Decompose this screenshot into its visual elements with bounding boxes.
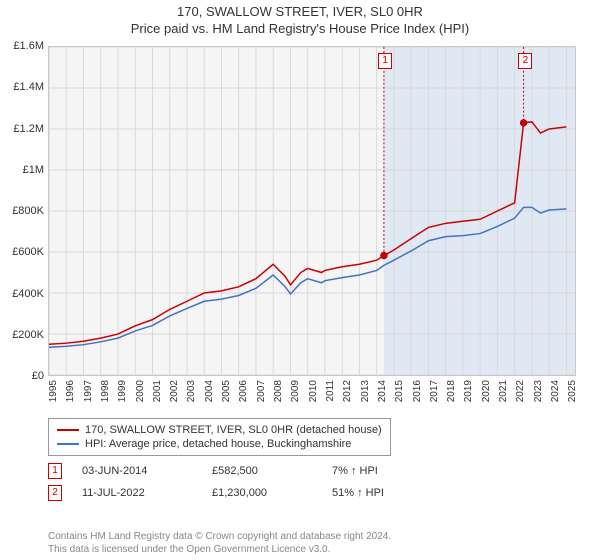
x-tick-label: 2003 — [186, 380, 197, 402]
chart-plot-area: 12 — [48, 46, 576, 376]
legend-box: 170, SWALLOW STREET, IVER, SL0 0HR (deta… — [48, 418, 391, 456]
x-tick-label: 2008 — [273, 380, 284, 402]
x-tick-label: 1997 — [83, 380, 94, 402]
footer-line-1: Contains HM Land Registry data © Crown c… — [48, 530, 576, 543]
footer: Contains HM Land Registry data © Crown c… — [48, 530, 576, 556]
legend-swatch — [57, 429, 79, 431]
chart-svg — [49, 47, 575, 375]
transaction-date: 03-JUN-2014 — [82, 465, 192, 477]
y-tick-label: £1.2M — [13, 123, 44, 135]
x-tick-label: 1998 — [100, 380, 111, 402]
marker-label: 2 — [518, 53, 532, 69]
x-tick-label: 2009 — [290, 380, 301, 402]
y-tick-label: £0 — [32, 370, 44, 382]
x-tick-label: 2007 — [256, 380, 267, 402]
marker-label: 1 — [378, 53, 392, 69]
legend-swatch — [57, 443, 79, 445]
y-tick-label: £1M — [23, 164, 44, 176]
x-tick-label: 2011 — [325, 380, 336, 402]
transaction-marker: 1 — [48, 463, 62, 479]
x-tick-label: 2016 — [412, 380, 423, 402]
x-tick-label: 2018 — [446, 380, 457, 402]
transaction-pct: 51% ↑ HPI — [332, 487, 412, 499]
transaction-row: 2 11-JUL-2022 £1,230,000 51% ↑ HPI — [48, 482, 576, 504]
y-tick-label: £1.4M — [13, 81, 44, 93]
transaction-pct: 7% ↑ HPI — [332, 465, 412, 477]
x-tick-label: 2020 — [481, 380, 492, 402]
legend-label: 170, SWALLOW STREET, IVER, SL0 0HR (deta… — [85, 424, 382, 436]
x-tick-label: 2006 — [238, 380, 249, 402]
x-tick-label: 1999 — [117, 380, 128, 402]
transaction-price: £582,500 — [212, 465, 312, 477]
x-tick-label: 2023 — [533, 380, 544, 402]
legend-label: HPI: Average price, detached house, Buck… — [85, 438, 351, 450]
x-tick-label: 2000 — [135, 380, 146, 402]
y-axis: £0£200K£400K£600K£800K£1M£1.2M£1.4M£1.6M — [0, 46, 48, 376]
y-tick-label: £400K — [12, 288, 44, 300]
x-tick-label: 1996 — [65, 380, 76, 402]
y-tick-label: £800K — [12, 205, 44, 217]
legend-item: 170, SWALLOW STREET, IVER, SL0 0HR (deta… — [57, 423, 382, 437]
x-tick-label: 2002 — [169, 380, 180, 402]
x-tick-label: 2017 — [429, 380, 440, 402]
x-tick-label: 2005 — [221, 380, 232, 402]
x-tick-label: 2013 — [360, 380, 371, 402]
x-tick-label: 2025 — [567, 380, 578, 402]
x-tick-label: 2001 — [152, 380, 163, 402]
x-tick-label: 2015 — [394, 380, 405, 402]
transaction-date: 11-JUL-2022 — [82, 487, 192, 499]
x-tick-label: 2012 — [342, 380, 353, 402]
transaction-price: £1,230,000 — [212, 487, 312, 499]
x-tick-label: 2022 — [515, 380, 526, 402]
x-tick-label: 1995 — [48, 380, 59, 402]
transactions-table: 1 03-JUN-2014 £582,500 7% ↑ HPI 2 11-JUL… — [48, 460, 576, 504]
legend: 170, SWALLOW STREET, IVER, SL0 0HR (deta… — [48, 418, 576, 456]
y-tick-label: £1.6M — [13, 40, 44, 52]
x-axis: 1995 1996 1997 1998 1999 2000 2001 2002 2003 2004… — [48, 376, 576, 416]
transaction-row: 1 03-JUN-2014 £582,500 7% ↑ HPI — [48, 460, 576, 482]
x-tick-label: 2004 — [204, 380, 215, 402]
chart-subtitle: Price paid vs. HM Land Registry's House … — [0, 19, 600, 36]
x-tick-label: 2021 — [498, 380, 509, 402]
y-tick-label: £200K — [12, 329, 44, 341]
x-tick-label: 2014 — [377, 380, 388, 402]
x-tick-label: 2010 — [308, 380, 319, 402]
transaction-marker: 2 — [48, 485, 62, 501]
y-tick-label: £600K — [12, 246, 44, 258]
footer-line-2: This data is licensed under the Open Gov… — [48, 543, 576, 556]
x-tick-label: 2024 — [550, 380, 561, 402]
chart-title: 170, SWALLOW STREET, IVER, SL0 0HR — [0, 0, 600, 19]
x-tick-label: 2019 — [463, 380, 474, 402]
chart-container: 170, SWALLOW STREET, IVER, SL0 0HR Price… — [0, 0, 600, 560]
legend-item: HPI: Average price, detached house, Buck… — [57, 437, 382, 451]
